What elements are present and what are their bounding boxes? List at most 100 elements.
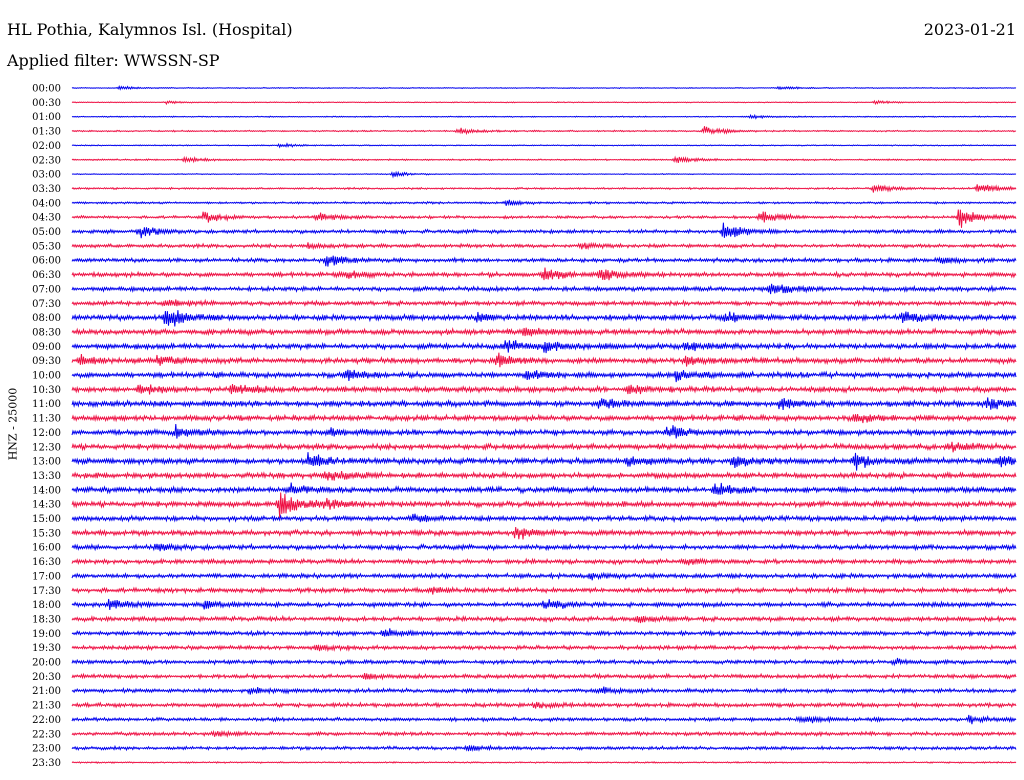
trace-line-1730	[71, 585, 1017, 595]
time-label-1400: 14:00	[32, 485, 61, 496]
trace-line-2330	[71, 760, 1017, 764]
trace-line-0000	[71, 84, 1017, 91]
trace-line-0300	[71, 170, 1017, 179]
trace-line-1630	[71, 557, 1017, 566]
filter-label: Applied filter: WWSSN-SP	[7, 51, 220, 70]
time-label-1630: 16:30	[32, 557, 61, 568]
trace-line-1430	[71, 492, 1017, 519]
time-label-1830: 18:30	[32, 614, 61, 625]
trace-line-1230	[71, 441, 1017, 453]
time-label-0230: 02:30	[32, 155, 61, 166]
time-label-0430: 04:30	[32, 213, 61, 224]
trace-line-0600	[71, 255, 1017, 267]
trace-line-0230	[71, 155, 1017, 164]
trace-line-1330	[71, 470, 1017, 481]
time-label-2230: 22:30	[32, 729, 61, 740]
time-label-1700: 17:00	[32, 571, 61, 582]
plot-date: 2023-01-21	[923, 20, 1016, 39]
trace-line-0830	[71, 327, 1017, 337]
trace-line-2130	[71, 701, 1017, 710]
time-label-2100: 21:00	[32, 686, 61, 697]
time-label-2000: 20:00	[32, 658, 61, 669]
time-label-1900: 19:00	[32, 629, 61, 640]
time-label-1930: 19:30	[32, 643, 61, 654]
trace-line-0530	[71, 241, 1017, 251]
time-label-0900: 09:00	[32, 342, 61, 353]
trace-line-1900	[71, 628, 1017, 638]
trace-line-2000	[71, 657, 1017, 667]
trace-line-2200	[71, 714, 1017, 725]
time-label-0830: 08:30	[32, 327, 61, 338]
trace-line-0400	[71, 199, 1017, 207]
trace-line-0030	[71, 99, 1017, 106]
trace-line-1130	[71, 413, 1017, 424]
trace-line-0930	[71, 352, 1017, 368]
trace-line-1300	[71, 452, 1017, 471]
trace-line-0500	[71, 222, 1017, 239]
time-label-1000: 10:00	[32, 371, 61, 382]
time-label-1200: 12:00	[32, 428, 61, 439]
trace-line-1800	[71, 598, 1017, 611]
trace-line-1500	[71, 513, 1017, 524]
time-label-0200: 02:00	[32, 141, 61, 152]
time-label-2300: 23:00	[32, 744, 61, 755]
trace-line-0730	[71, 298, 1017, 308]
time-label-0800: 08:00	[32, 313, 61, 324]
time-label-0330: 03:30	[32, 184, 61, 195]
trace-line-0100	[71, 113, 1017, 120]
trace-line-1930	[71, 643, 1017, 653]
time-label-0630: 06:30	[32, 270, 61, 281]
time-label-0730: 07:30	[32, 299, 61, 310]
time-label-1330: 13:30	[32, 471, 61, 482]
trace-line-2300	[71, 744, 1017, 752]
trace-line-1400	[71, 482, 1017, 495]
time-label-1300: 13:00	[32, 457, 61, 468]
trace-line-0800	[71, 310, 1017, 327]
trace-line-2030	[71, 672, 1017, 681]
time-label-0000: 00:00	[32, 84, 61, 95]
time-label-1030: 10:30	[32, 385, 61, 396]
seismic-traces	[71, 84, 1017, 764]
station-title: HL Pothia, Kalymnos Isl. (Hospital)	[7, 20, 293, 39]
trace-line-0630	[71, 267, 1017, 281]
time-label-0030: 00:30	[32, 98, 61, 109]
time-label-2200: 22:00	[32, 715, 61, 726]
time-label-0400: 04:00	[32, 198, 61, 209]
time-label-2330: 23:30	[32, 758, 61, 769]
trace-line-0900	[71, 340, 1017, 354]
time-labels: 00:00 00:30 01:00 01:30 02:00 02:30 03:00 03:30…	[32, 84, 61, 769]
trace-line-1030	[71, 383, 1017, 395]
time-label-0100: 01:00	[32, 112, 61, 123]
time-label-1530: 15:30	[32, 528, 61, 539]
trace-line-1830	[71, 614, 1017, 624]
time-label-1100: 11:00	[32, 399, 61, 410]
trace-line-2230	[71, 729, 1017, 738]
time-label-0500: 05:00	[32, 227, 61, 238]
time-label-0930: 09:30	[32, 356, 61, 367]
time-label-1130: 11:30	[32, 414, 61, 425]
trace-line-0330	[71, 184, 1017, 193]
trace-line-1530	[71, 527, 1017, 540]
time-label-0130: 01:30	[32, 127, 61, 138]
time-label-0530: 05:30	[32, 241, 61, 252]
trace-line-0700	[71, 283, 1017, 295]
trace-line-0130	[71, 126, 1017, 136]
trace-line-0430	[71, 209, 1017, 228]
time-label-1730: 17:30	[32, 586, 61, 597]
trace-line-1700	[71, 571, 1017, 581]
time-label-1230: 12:30	[32, 442, 61, 453]
time-label-1600: 16:00	[32, 543, 61, 554]
time-label-0300: 03:00	[32, 170, 61, 181]
trace-line-1100	[71, 397, 1017, 410]
trace-line-0200	[71, 142, 1017, 149]
time-label-2030: 20:30	[32, 672, 61, 683]
time-label-1800: 18:00	[32, 600, 61, 611]
time-label-0600: 06:00	[32, 256, 61, 267]
trace-line-1200	[71, 423, 1017, 439]
time-label-1500: 15:00	[32, 514, 61, 525]
time-label-0700: 07:00	[32, 284, 61, 295]
time-label-2130: 21:30	[32, 701, 61, 712]
trace-line-2100	[71, 686, 1017, 695]
trace-line-1600	[71, 542, 1017, 552]
